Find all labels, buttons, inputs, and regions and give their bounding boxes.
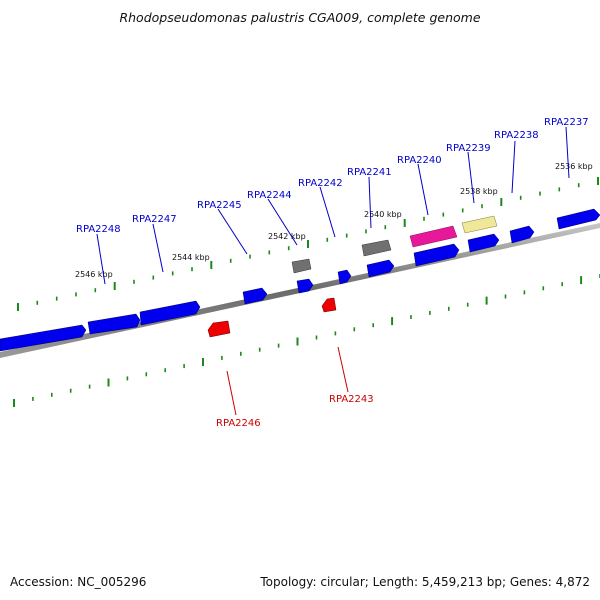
page-title: Rhodopseudomonas palustris CGA009, compl…: [119, 10, 481, 25]
scale-label-2542: 2542 kbp: [268, 232, 306, 241]
gene-label[interactable]: RPA2241: [347, 167, 392, 178]
gene-block[interactable]: [413, 243, 460, 267]
scale-label-2538: 2538 kbp: [460, 187, 498, 196]
topology-text: Topology: circular; Length: 5,459,213 bp…: [260, 575, 590, 589]
gene-label[interactable]: RPA2242: [298, 178, 343, 189]
gene-block[interactable]: [556, 208, 600, 230]
gene-block-gray[interactable]: [361, 239, 392, 257]
scale-track-top: [17, 177, 599, 311]
gene-label[interactable]: RPA2238: [494, 130, 539, 141]
gene-block[interactable]: [337, 269, 352, 285]
gene-label[interactable]: RPA2244: [247, 190, 292, 201]
gene-block[interactable]: [296, 278, 314, 294]
gene-block-highlight[interactable]: [409, 225, 458, 248]
scale-label-2536: 2536 kbp: [555, 162, 593, 171]
gene-block[interactable]: [509, 225, 535, 244]
gene-block-reverse[interactable]: [321, 297, 337, 313]
label-leaders-reverse: [226, 346, 349, 416]
scale-label-2546: 2546 kbp: [75, 270, 113, 279]
forward-strand-genes: [0, 208, 600, 352]
scale-track-bottom: [13, 274, 600, 407]
gene-label[interactable]: RPA2237: [544, 117, 589, 128]
gene-block-gray[interactable]: [291, 258, 312, 274]
gene-block-pale[interactable]: [461, 215, 498, 234]
gene-block[interactable]: [467, 233, 500, 253]
gene-label[interactable]: RPA2248: [76, 224, 121, 235]
reverse-strand-genes: [207, 297, 337, 338]
scale-label-2540: 2540 kbp: [364, 210, 402, 219]
gene-block[interactable]: [139, 300, 201, 326]
gene-label[interactable]: RPA2245: [197, 200, 242, 211]
gene-label[interactable]: RPA2239: [446, 143, 491, 154]
accession-text: Accession: NC_005296: [10, 575, 147, 589]
gene-block[interactable]: [0, 324, 87, 352]
gene-label[interactable]: RPA2240: [397, 155, 442, 166]
gene-label-reverse[interactable]: RPA2246: [216, 418, 261, 429]
label-leaders: [96, 126, 570, 285]
gene-block[interactable]: [366, 259, 395, 278]
gene-block-reverse[interactable]: [207, 320, 231, 338]
upper-track-genes: [291, 215, 498, 274]
gene-label[interactable]: RPA2247: [132, 214, 177, 225]
scale-label-2544: 2544 kbp: [172, 253, 210, 262]
gene-label-reverse[interactable]: RPA2243: [329, 394, 374, 405]
gene-block[interactable]: [242, 287, 268, 305]
gene-block[interactable]: [87, 313, 141, 335]
